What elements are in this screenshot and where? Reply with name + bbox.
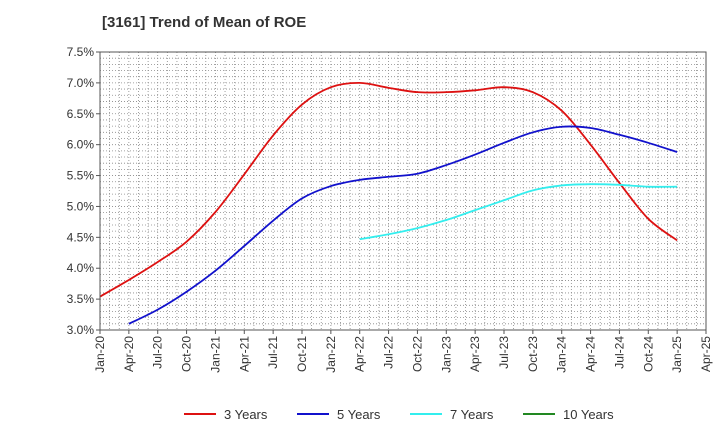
y-tick-label: 4.5% (67, 230, 95, 244)
x-tick-label: Jan-24 (555, 336, 569, 373)
series-line-7-years (359, 183, 678, 241)
x-tick-label: Jan-23 (439, 336, 453, 373)
legend-label-7-years: 7 Years (450, 407, 494, 422)
x-tick-label: Oct-21 (295, 336, 309, 372)
x-tick-label: Jul-24 (612, 336, 626, 369)
x-tick-label: Jul-22 (382, 336, 396, 369)
x-tick-label: Jul-21 (266, 336, 280, 369)
x-tick-label: Apr-22 (353, 336, 367, 372)
legend-label-5-years: 5 Years (337, 407, 381, 422)
plot-background (100, 52, 706, 330)
chart-title: [3161] Trend of Mean of ROE (102, 14, 307, 31)
y-tick-label: 3.0% (67, 323, 95, 337)
y-tick-label: 6.0% (67, 138, 95, 152)
y-tick-label: 4.0% (67, 261, 95, 275)
legend: 3 Years 5 Years 7 Years 10 Years (184, 407, 614, 422)
legend-label-10-years: 10 Years (563, 407, 614, 422)
x-tick-label: Apr-21 (237, 336, 251, 372)
x-tick-label: Apr-24 (584, 336, 598, 372)
y-tick-label: 7.5% (67, 45, 95, 59)
x-tick-label: Apr-25 (699, 336, 713, 372)
series-line-3-years (99, 81, 678, 298)
x-tick-label: Oct-22 (410, 336, 424, 372)
x-tick-label: Oct-23 (526, 336, 540, 372)
x-tick-label: Jan-20 (93, 336, 107, 373)
x-tick-label: Jan-22 (324, 336, 338, 373)
grid-lines (100, 52, 706, 330)
y-tick-label: 5.0% (67, 199, 95, 213)
y-tick-label: 5.5% (67, 169, 95, 183)
legend-label-3-years: 3 Years (224, 407, 268, 422)
series-layer (99, 81, 678, 325)
y-tick-label: 7.0% (67, 76, 95, 90)
x-tick-label: Jan-21 (208, 336, 222, 373)
plot-frame (99, 51, 707, 331)
x-tick-label: Apr-23 (468, 336, 482, 372)
y-tick-label: 3.5% (67, 292, 95, 306)
x-axis: Jan-20 Apr-20 Jul-20 Oct-20 Jan-21 Apr-21 Jul-… (93, 330, 713, 373)
x-tick-label: Jul-20 (151, 336, 165, 369)
series-line-5-years (128, 125, 678, 325)
x-tick-label: Jan-25 (670, 336, 684, 373)
y-axis: 3.0% 3.5% 4.0% 4.5% 5.0% 5.5% 6.0% 6.5% 7.0% 7.5% (67, 45, 100, 337)
x-tick-label: Oct-20 (180, 336, 194, 372)
x-tick-label: Apr-20 (122, 336, 136, 372)
x-tick-label: Oct-24 (641, 336, 655, 372)
y-tick-label: 6.5% (67, 107, 95, 121)
x-tick-label: Jul-23 (497, 336, 511, 369)
